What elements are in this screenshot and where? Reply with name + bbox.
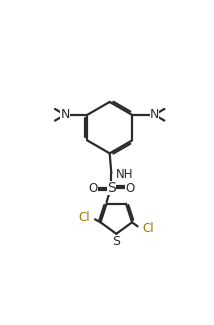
Text: O: O: [88, 182, 98, 195]
Text: S: S: [107, 181, 116, 195]
Text: N: N: [150, 108, 159, 121]
Text: Cl: Cl: [143, 222, 155, 235]
Text: NH: NH: [116, 168, 133, 181]
Text: Cl: Cl: [78, 211, 90, 224]
Text: N: N: [60, 108, 70, 121]
Text: O: O: [125, 182, 134, 195]
Text: S: S: [112, 235, 120, 248]
